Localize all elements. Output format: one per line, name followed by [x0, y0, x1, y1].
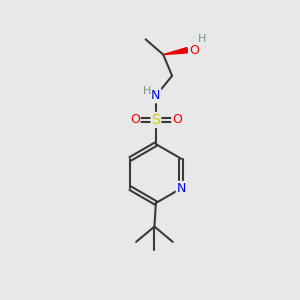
Text: N: N [177, 182, 186, 195]
Polygon shape [163, 48, 188, 55]
Text: O: O [189, 44, 199, 57]
Text: O: O [130, 113, 140, 127]
Text: S: S [152, 113, 160, 127]
Text: H: H [143, 85, 151, 95]
Text: H: H [198, 34, 206, 44]
Text: N: N [151, 89, 160, 102]
Text: O: O [172, 113, 182, 127]
